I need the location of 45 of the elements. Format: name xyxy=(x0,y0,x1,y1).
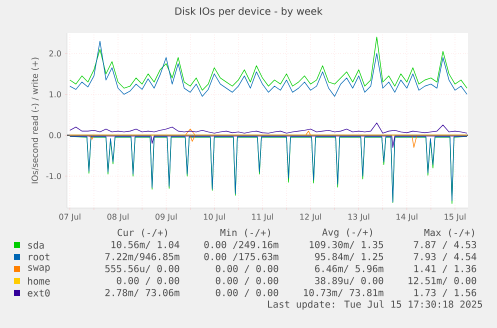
text: 7.93 / 4.54 xyxy=(414,252,476,261)
text: Max (-/+) xyxy=(424,228,474,238)
y-tick-label: -1.0 xyxy=(46,173,61,180)
x-tick-label: 13 Jul xyxy=(348,214,370,222)
text: 10.73m/ 73.81m xyxy=(304,288,384,297)
y-tick-label: 2.0 xyxy=(49,50,61,56)
text: 10.56m/ 1.04 xyxy=(112,240,180,249)
x-tick-label: 09 Jul xyxy=(156,214,177,222)
text: 109.30m/ 1.35 xyxy=(310,240,384,249)
text: 0.00 / 0.00 xyxy=(116,276,180,285)
legend-label: root xyxy=(28,254,50,260)
x-tick-label: 07 Jul xyxy=(59,214,80,222)
legend-label: ext0 xyxy=(28,289,50,297)
y-tick-label: 0.0 xyxy=(49,132,61,138)
x-tick-label: 11 Jul xyxy=(252,214,273,222)
x-tick-label: 12 Jul xyxy=(300,214,322,222)
text: 38.89u/ 0.00 xyxy=(315,276,384,285)
text: 0.00 / 0.00 xyxy=(216,276,278,285)
x-tick-label: 10 Jul xyxy=(204,214,225,222)
text: 7.22m/946.85m xyxy=(105,252,180,261)
text: Last update: Tue Jul 15 17:30:18 2025 xyxy=(268,300,482,310)
text: 2.78m/ 73.06m xyxy=(105,288,180,297)
text: 0.00 /249.16m xyxy=(204,240,278,249)
legend-label: home xyxy=(28,277,50,285)
text: Avg (-/+) xyxy=(322,228,372,238)
text: Min (-/+) xyxy=(220,228,270,238)
legend-label: swap xyxy=(28,265,50,273)
x-tick-label: 08 Jul xyxy=(107,214,128,222)
text: 95.84m/ 1.25 xyxy=(315,252,384,261)
text: 6.46m/ 5.96m xyxy=(315,264,384,273)
text: 1.73 / 1.56 xyxy=(414,288,476,297)
y-tick-label: 1.0 xyxy=(50,91,61,98)
text: 0.00 / 0.00 xyxy=(216,288,278,297)
text: 1.41 / 1.36 xyxy=(414,264,476,273)
text: 12.51m/ 0.00 xyxy=(408,276,476,285)
text: 7.87 / 4.53 xyxy=(414,240,476,249)
x-tick-label: 15 Jul xyxy=(444,214,466,222)
x-tick-label: 14 Jul xyxy=(396,214,418,222)
chart-title: Disk IOs per device - by week xyxy=(175,7,323,17)
text: Cur (-/+) xyxy=(118,228,168,238)
text: 555.56u/ 0.00 xyxy=(105,264,180,273)
text: 0.00 / 0.00 xyxy=(216,264,278,273)
legend-label: sda xyxy=(28,241,44,249)
y-axis-title: IOs/second read (-) / write (+) xyxy=(31,58,39,184)
text: 0.00 /175.63m xyxy=(204,252,278,261)
